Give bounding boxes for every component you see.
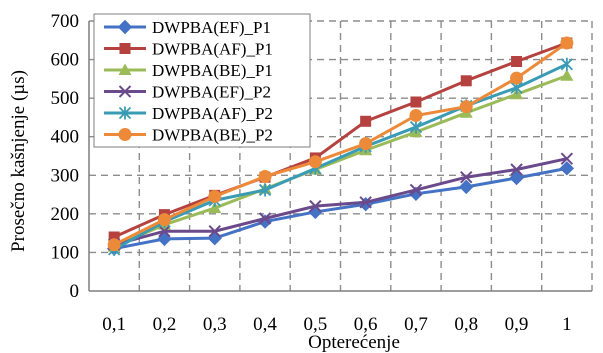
series-line bbox=[113, 157, 568, 247]
data-point bbox=[459, 100, 473, 114]
data-point bbox=[118, 85, 132, 98]
y-tick-label: 500 bbox=[51, 88, 80, 109]
data-point bbox=[208, 225, 221, 238]
data-point bbox=[258, 169, 272, 183]
data-point bbox=[510, 71, 524, 85]
y-axis-title: Prosečno kašnjenje (µs) bbox=[8, 70, 29, 252]
legend-label: DWPBA(BE)_P2 bbox=[152, 126, 273, 145]
data-point bbox=[207, 230, 222, 246]
series-line bbox=[113, 41, 568, 247]
data-point bbox=[359, 196, 372, 209]
x-axis-title: Opterećenje bbox=[308, 332, 400, 353]
data-point bbox=[560, 69, 574, 81]
legend-item: DWPBA(EF)_P1 bbox=[104, 18, 271, 37]
data-point bbox=[560, 57, 573, 71]
legend-label: DWPBA(AF)_P2 bbox=[152, 104, 273, 123]
data-point bbox=[308, 155, 322, 169]
data-point bbox=[117, 19, 133, 35]
y-tick-label: 400 bbox=[51, 127, 80, 148]
series-layer bbox=[106, 36, 575, 256]
x-tick-label: 0,5 bbox=[303, 314, 327, 335]
data-point bbox=[107, 238, 121, 252]
legend-label: DWPBA(EF)_P2 bbox=[152, 83, 271, 102]
data-point bbox=[409, 183, 423, 197]
y-tick-label: 300 bbox=[51, 165, 80, 186]
y-tick-label: 700 bbox=[51, 11, 80, 32]
x-tick-label: 0,4 bbox=[253, 314, 277, 335]
data-point bbox=[157, 213, 171, 227]
legend-item: DWPBA(BE)_P1 bbox=[104, 61, 273, 80]
data-point bbox=[560, 36, 574, 50]
data-point bbox=[108, 231, 120, 243]
data-point bbox=[208, 190, 222, 203]
data-point bbox=[560, 152, 574, 165]
y-tick-label: 200 bbox=[51, 204, 80, 225]
x-tick-label: 0,9 bbox=[505, 314, 529, 335]
x-tick-label: 1 bbox=[562, 314, 572, 335]
series-line bbox=[113, 74, 568, 249]
legend-item: DWPBA(AF)_P2 bbox=[104, 104, 273, 123]
legend-item: DWPBA(BE)_P2 bbox=[104, 126, 273, 145]
x-tick-label: 0,8 bbox=[454, 314, 478, 335]
legend-box bbox=[93, 13, 311, 148]
series-line bbox=[113, 41, 568, 239]
x-tick-label: 0,6 bbox=[354, 314, 378, 335]
legend: DWPBA(EF)_P1 DWPBA(AF)_P1 DWPBA(BE)_P1 DWPB… bbox=[93, 13, 311, 148]
y-tick-label: 100 bbox=[51, 242, 80, 263]
data-point bbox=[410, 96, 422, 108]
data-point bbox=[409, 109, 423, 122]
data-point bbox=[460, 171, 473, 184]
series-line bbox=[113, 166, 568, 251]
data-point bbox=[559, 161, 575, 176]
data-point bbox=[258, 183, 272, 197]
y-tick-label: 0 bbox=[70, 281, 80, 302]
data-point bbox=[118, 106, 132, 120]
legend-label: DWPBA(AF)_P1 bbox=[152, 40, 273, 59]
legend-item: DWPBA(EF)_P2 bbox=[104, 83, 271, 102]
data-point bbox=[118, 63, 132, 75]
data-point bbox=[158, 225, 171, 238]
data-point bbox=[360, 115, 372, 127]
data-point bbox=[309, 199, 322, 213]
tick-labels: 0 100 200 300 400 500 600 700 0,1 0,2 0,3 0,4 0,5 0,6… bbox=[51, 11, 572, 335]
x-tick-label: 0,3 bbox=[203, 314, 227, 335]
legend-label: DWPBA(EF)_P1 bbox=[152, 18, 271, 37]
data-point bbox=[118, 128, 132, 141]
x-tick-label: 0,1 bbox=[102, 314, 126, 335]
legend-item: DWPBA(AF)_P1 bbox=[104, 40, 273, 59]
data-point bbox=[359, 137, 373, 151]
y-tick-label: 600 bbox=[51, 50, 80, 71]
legend-label: DWPBA(BE)_P1 bbox=[152, 61, 273, 80]
data-point bbox=[258, 212, 272, 225]
x-tick-label: 0,2 bbox=[153, 314, 177, 335]
data-point bbox=[409, 120, 423, 134]
data-point bbox=[460, 75, 472, 87]
data-point bbox=[208, 201, 222, 214]
data-point bbox=[511, 56, 523, 67]
data-point bbox=[510, 163, 523, 176]
axes bbox=[88, 21, 592, 292]
data-point bbox=[459, 179, 474, 195]
data-point bbox=[509, 170, 524, 186]
x-tick-label: 0,7 bbox=[404, 314, 428, 335]
series-6 bbox=[107, 36, 574, 252]
series-line bbox=[113, 62, 568, 251]
data-point bbox=[119, 43, 131, 54]
